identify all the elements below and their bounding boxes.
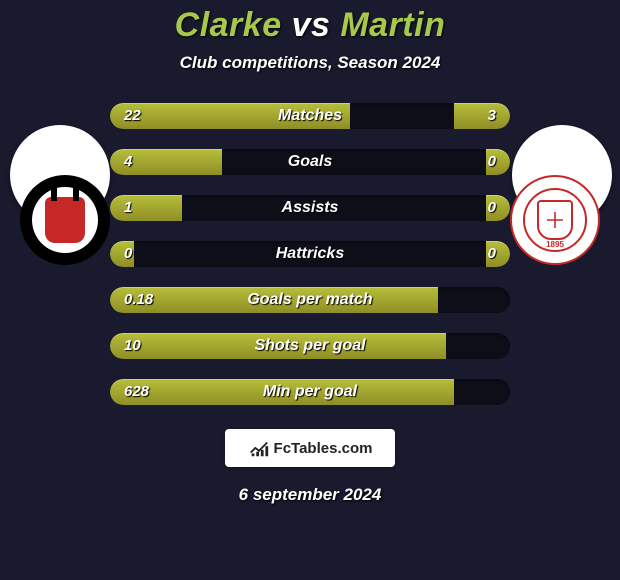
subtitle: Club competitions, Season 2024 [0,53,620,73]
stat-label: Assists [110,195,510,221]
page-title: Clarke vs Martin [0,0,620,45]
stat-row: 223Matches [110,97,510,135]
club-crest-player2-year: 1895 [546,240,564,249]
source-logo: FcTables.com [225,429,395,467]
club-crest-player1-shield [45,197,85,243]
stat-label: Hattricks [110,241,510,267]
stat-row: 40Goals [110,143,510,181]
club-crest-player2-shield [537,200,573,240]
club-crest-player2: 1895 [510,175,600,265]
stat-row: 00Hattricks [110,235,510,273]
stat-row: 10Shots per goal [110,327,510,365]
stat-row: 0.18Goals per match [110,281,510,319]
stat-row: 628Min per goal [110,373,510,411]
stats-bars: 223Matches 40Goals 10Assists 00Hattricks 0.1… [110,97,510,411]
date: 6 september 2024 [0,485,620,505]
chart-icon [248,437,270,459]
player2-name: Martin [340,6,445,44]
stat-row: 10Assists [110,189,510,227]
stat-label: Min per goal [110,379,510,405]
comparison-card: Clarke vs Martin Club competitions, Seas… [0,0,620,580]
stat-label: Goals [110,149,510,175]
stat-label: Matches [110,103,510,129]
vs-text: vs [292,6,331,44]
stat-label: Goals per match [110,287,510,313]
source-logo-text: FcTables.com [274,440,373,457]
club-crest-player1 [20,175,110,265]
club-crest-player1-inner [32,187,98,253]
club-crest-player2-inner: 1895 [523,188,587,252]
player1-name: Clarke [175,6,282,44]
stat-label: Shots per goal [110,333,510,359]
